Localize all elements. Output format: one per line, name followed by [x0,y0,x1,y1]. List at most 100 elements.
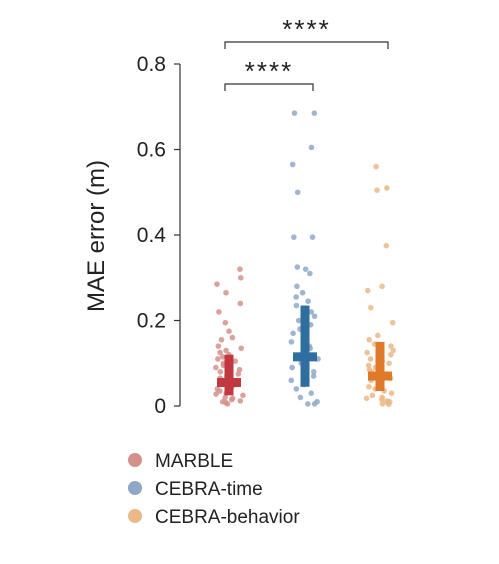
data-point [222,319,229,326]
data-point [290,330,296,337]
data-point [366,336,373,343]
data-point [364,349,370,356]
data-point [226,328,232,334]
data-point [308,144,315,151]
data-point [237,300,244,307]
median-marker [293,352,317,362]
data-point [236,366,243,373]
data-point [293,294,299,300]
data-point [293,302,300,309]
iqr-bar [300,305,310,387]
data-point [375,332,381,339]
data-point [235,371,242,377]
data-point [310,369,317,375]
data-point [222,394,228,401]
data-point [297,394,304,401]
y-tick-label: 0.4 [137,224,167,247]
data-point [365,362,372,369]
data-point [215,343,222,349]
data-point [217,369,224,375]
data-point [388,351,394,358]
data-point [311,401,318,407]
data-point [390,347,397,354]
data-point [289,364,295,371]
legend: MARBLE CEBRA-time CEBRA-behavior [128,451,300,528]
data-point [386,360,392,367]
legend-label: CEBRA-time [155,479,263,500]
data-point [237,266,243,273]
significance-brackets: **** **** [224,14,389,91]
data-point [373,163,379,170]
data-point [217,388,223,394]
significance-label: **** [282,14,330,44]
data-point [307,270,313,277]
data-point [308,390,315,396]
y-tick-label: 0.6 [137,139,166,162]
legend-marker [128,453,142,467]
data-point [224,401,231,407]
data-point [213,391,219,397]
data-point [374,187,380,193]
data-point [302,266,309,273]
data-point [213,364,219,371]
data-point [379,283,385,290]
data-point [288,377,295,384]
data-point [294,283,300,290]
data-point [294,189,301,196]
data-point [305,401,311,407]
legend-marker [128,481,142,495]
data-point [384,185,390,191]
data-point [293,386,300,392]
data-point [288,339,295,345]
data-point [238,345,244,352]
legend-marker [128,509,142,523]
legend-label: CEBRA-behavior [155,507,300,528]
median-marker [217,377,241,387]
data-point [291,234,297,240]
y-tick-label: 0.8 [137,53,166,76]
data-point [311,313,318,320]
data-point [229,334,236,341]
data-point [363,395,370,402]
y-axis-title: MAE error (m) [83,160,110,312]
data-point [228,396,235,403]
data-point [368,304,374,311]
significance-bracket [224,83,314,91]
data-point [232,358,239,364]
data-point [291,110,298,116]
summary-markers [217,305,392,396]
data-point [369,392,376,399]
data-point [308,309,314,315]
y-axis: 0 0.2 0.4 0.6 0.8 [137,53,181,418]
data-point [215,356,221,362]
y-tick-label: 0 [154,395,166,418]
data-point [237,398,244,404]
data-point [289,161,296,168]
data-point [367,356,374,362]
data-point [217,349,223,356]
data-point [218,336,225,343]
data-point [379,396,385,403]
data-point [388,343,394,349]
data-point [237,274,244,281]
iqr-bar [224,354,234,396]
data-point [240,392,246,399]
iqr-bar [375,341,385,392]
legend-label: MARBLE [155,451,233,472]
data-point [366,383,372,390]
data-point [364,287,371,294]
data-point [311,110,318,116]
data-point [214,281,220,287]
significance-bracket [224,41,389,49]
data-point [220,354,226,360]
data-point [310,373,317,379]
data-point [383,242,390,249]
significance-label: **** [245,56,293,86]
data-point [386,401,392,408]
data-point [223,289,229,296]
data-point [294,264,301,270]
y-tick-label: 0.2 [137,310,166,333]
median-marker [368,371,392,381]
data-point [309,234,316,240]
